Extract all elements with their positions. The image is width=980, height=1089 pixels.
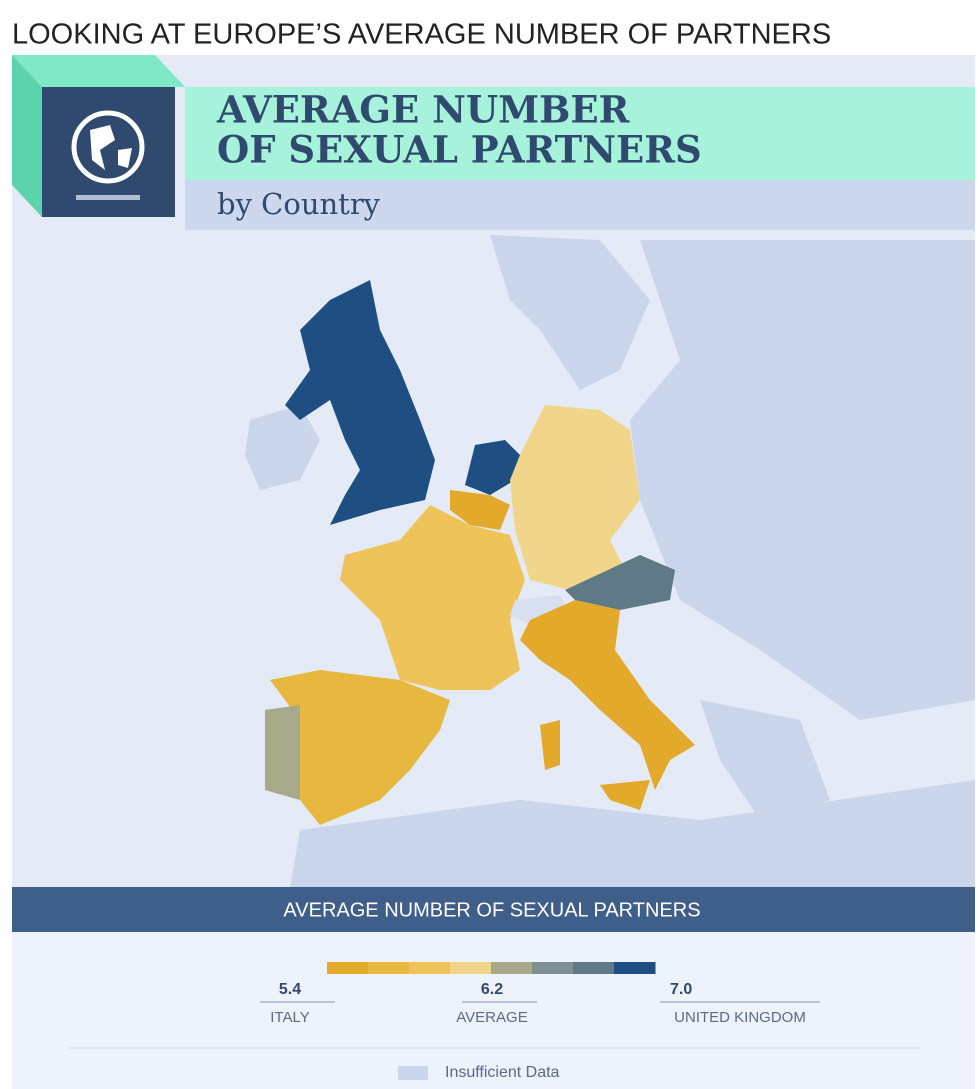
other-land: [245, 235, 975, 887]
austria: [565, 555, 675, 610]
sardinia: [540, 720, 560, 770]
sicily: [600, 780, 650, 810]
globe-land: [90, 125, 132, 170]
marker-label: UNITED KINGDOM: [674, 1009, 806, 1026]
title-band: [185, 87, 975, 180]
scale-segment: [327, 962, 369, 974]
germany: [510, 405, 640, 590]
icon-side: [12, 55, 42, 217]
marker-label: AVERAGE: [456, 1009, 527, 1026]
title-line: OF SEXUAL PARTNERS: [217, 128, 702, 172]
insufficient-label: Insufficient Data: [445, 1064, 560, 1081]
portugal: [265, 705, 300, 800]
legend-bar: [12, 887, 975, 932]
globe-icon: [71, 110, 145, 184]
balkans: [700, 700, 830, 820]
subtitle-band: [185, 180, 975, 230]
scale-segment: [491, 962, 533, 974]
italy: [520, 600, 695, 790]
united-kingdom: [285, 280, 435, 525]
france: [340, 505, 525, 690]
spain: [270, 670, 450, 825]
legend-title: AVERAGE NUMBER OF SEXUAL PARTNERS: [283, 899, 700, 921]
scale-segment: [368, 962, 410, 974]
marker-label: ITALY: [270, 1009, 309, 1026]
scale-segment: [614, 962, 656, 974]
scandinavia: [490, 235, 650, 390]
marker-value: 6.2: [481, 981, 503, 998]
marker-value: 7.0: [670, 981, 692, 998]
color-scale: 5.4 ITALY 6.2 AVERAGE 7.0 UNITED KINGDOM: [260, 962, 820, 1026]
scale-segment: [573, 962, 615, 974]
belgium: [450, 490, 510, 530]
legend-area: [12, 932, 975, 1089]
icon-top: [12, 55, 185, 87]
subtitle: by Country: [217, 187, 381, 221]
netherlands: [465, 440, 520, 495]
title-line: AVERAGE NUMBER: [216, 88, 630, 132]
marker-value: 5.4: [279, 981, 301, 998]
ireland: [245, 405, 320, 490]
icon-bar: [76, 195, 140, 200]
scale-segment: [409, 962, 451, 974]
insufficient-swatch: [398, 1066, 428, 1080]
scale-segment: [532, 962, 574, 974]
scale-segment: [450, 962, 492, 974]
page-heading: LOOKING AT EUROPE’S AVERAGE NUMBER OF PA…: [12, 19, 831, 51]
eastern-europe: [630, 240, 975, 720]
